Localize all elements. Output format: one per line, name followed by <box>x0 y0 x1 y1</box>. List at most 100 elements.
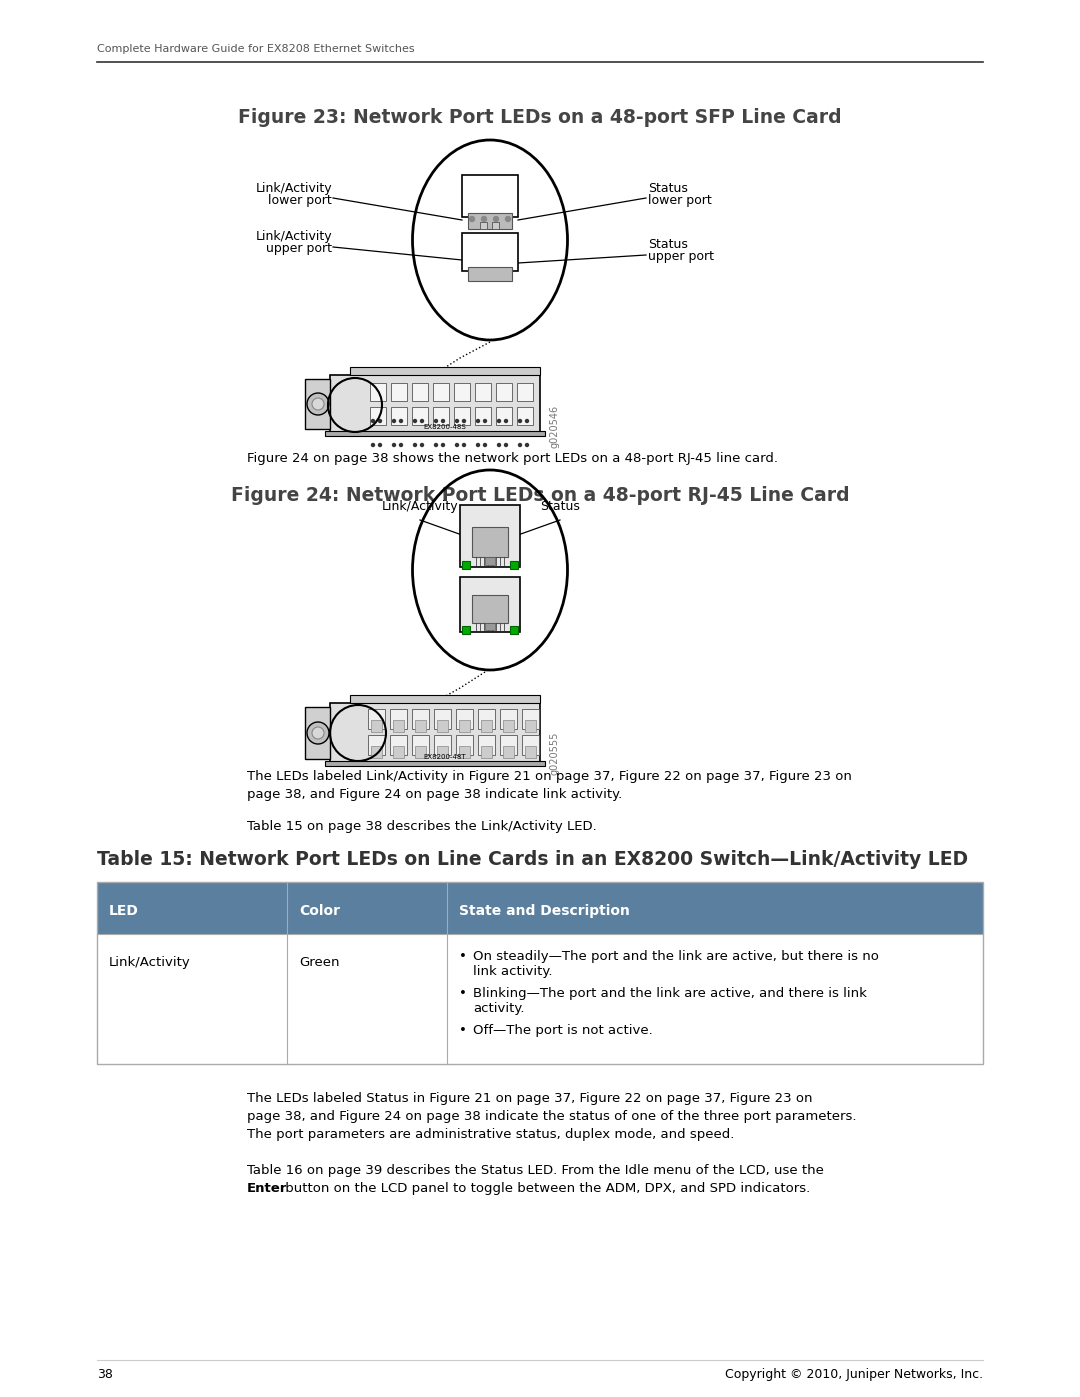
Circle shape <box>307 722 329 745</box>
FancyBboxPatch shape <box>411 735 429 754</box>
FancyBboxPatch shape <box>330 703 540 763</box>
Circle shape <box>462 419 465 422</box>
Circle shape <box>378 419 381 422</box>
FancyBboxPatch shape <box>370 407 386 425</box>
FancyBboxPatch shape <box>97 882 983 935</box>
Circle shape <box>504 443 508 447</box>
Text: g020555: g020555 <box>550 732 561 775</box>
Text: Link/Activity: Link/Activity <box>255 182 332 196</box>
FancyBboxPatch shape <box>492 222 499 229</box>
FancyBboxPatch shape <box>475 383 491 401</box>
Text: EX8200-48T: EX8200-48T <box>423 754 467 760</box>
Text: lower port: lower port <box>268 194 332 207</box>
FancyBboxPatch shape <box>503 746 514 759</box>
Circle shape <box>504 419 508 422</box>
FancyBboxPatch shape <box>500 735 517 754</box>
Text: Figure 24: Network Port LEDs on a 48-port RJ-45 Line Card: Figure 24: Network Port LEDs on a 48-por… <box>231 486 849 504</box>
FancyBboxPatch shape <box>460 504 519 567</box>
Circle shape <box>420 419 423 422</box>
Text: lower port: lower port <box>648 194 712 207</box>
FancyBboxPatch shape <box>390 710 407 729</box>
Text: •: • <box>459 1024 467 1037</box>
FancyBboxPatch shape <box>500 710 517 729</box>
Circle shape <box>518 443 522 447</box>
FancyBboxPatch shape <box>480 222 487 229</box>
Circle shape <box>434 419 437 422</box>
FancyBboxPatch shape <box>411 710 429 729</box>
Text: button on the LCD panel to toggle between the ADM, DPX, and SPD indicators.: button on the LCD panel to toggle betwee… <box>281 1182 810 1194</box>
Text: Status: Status <box>540 500 580 513</box>
Text: State and Description: State and Description <box>459 904 630 918</box>
Circle shape <box>456 419 459 422</box>
FancyBboxPatch shape <box>437 719 448 732</box>
Text: activity.: activity. <box>473 1002 525 1016</box>
Circle shape <box>498 419 500 422</box>
Circle shape <box>442 443 445 447</box>
FancyBboxPatch shape <box>462 562 470 569</box>
Text: Blinking—The port and the link are active, and there is link: Blinking—The port and the link are activ… <box>473 988 867 1000</box>
Circle shape <box>312 398 324 409</box>
FancyBboxPatch shape <box>460 577 519 631</box>
Text: •: • <box>459 988 467 1000</box>
FancyBboxPatch shape <box>510 562 518 569</box>
FancyBboxPatch shape <box>391 407 407 425</box>
Circle shape <box>456 443 459 447</box>
FancyBboxPatch shape <box>459 719 470 732</box>
FancyBboxPatch shape <box>517 407 534 425</box>
FancyBboxPatch shape <box>475 407 491 425</box>
FancyBboxPatch shape <box>472 595 508 623</box>
FancyBboxPatch shape <box>462 626 470 634</box>
Text: Link/Activity: Link/Activity <box>381 500 458 513</box>
Text: The LEDs labeled Link/Activity in Figure 21 on page 37, Figure 22 on page 37, Fi: The LEDs labeled Link/Activity in Figure… <box>247 770 852 782</box>
FancyBboxPatch shape <box>325 761 545 766</box>
Text: EX8200-48S: EX8200-48S <box>423 425 467 430</box>
Text: Complete Hardware Guide for EX8208 Ethernet Switches: Complete Hardware Guide for EX8208 Ether… <box>97 43 415 54</box>
Circle shape <box>526 419 528 422</box>
FancyBboxPatch shape <box>350 367 540 374</box>
FancyBboxPatch shape <box>433 407 449 425</box>
FancyBboxPatch shape <box>472 527 508 557</box>
Circle shape <box>476 419 480 422</box>
Circle shape <box>312 726 324 739</box>
FancyBboxPatch shape <box>496 383 512 401</box>
FancyBboxPatch shape <box>454 407 470 425</box>
Circle shape <box>414 419 417 422</box>
FancyBboxPatch shape <box>305 379 330 429</box>
FancyBboxPatch shape <box>437 746 448 759</box>
Circle shape <box>414 443 417 447</box>
Circle shape <box>372 419 375 422</box>
FancyBboxPatch shape <box>390 735 407 754</box>
Circle shape <box>378 443 381 447</box>
FancyBboxPatch shape <box>330 374 540 433</box>
Text: g020546: g020546 <box>550 405 561 448</box>
Text: On steadily—The port and the link are active, but there is no: On steadily—The port and the link are ac… <box>473 950 879 963</box>
FancyBboxPatch shape <box>456 735 473 754</box>
Text: The LEDs labeled Status in Figure 21 on page 37, Figure 22 on page 37, Figure 23: The LEDs labeled Status in Figure 21 on … <box>247 1092 812 1105</box>
Text: Copyright © 2010, Juniper Networks, Inc.: Copyright © 2010, Juniper Networks, Inc. <box>725 1368 983 1382</box>
FancyBboxPatch shape <box>391 383 407 401</box>
Circle shape <box>420 443 423 447</box>
Circle shape <box>462 443 465 447</box>
Circle shape <box>494 217 499 222</box>
Circle shape <box>498 443 500 447</box>
FancyBboxPatch shape <box>522 710 539 729</box>
Text: 38: 38 <box>97 1368 113 1382</box>
Circle shape <box>526 443 528 447</box>
FancyBboxPatch shape <box>481 719 492 732</box>
Circle shape <box>372 443 375 447</box>
FancyBboxPatch shape <box>415 746 426 759</box>
Circle shape <box>484 419 486 422</box>
Text: Green: Green <box>299 956 339 970</box>
FancyBboxPatch shape <box>462 175 518 217</box>
Text: Enter: Enter <box>247 1182 287 1194</box>
Circle shape <box>470 217 474 222</box>
Text: upper port: upper port <box>266 242 332 256</box>
Circle shape <box>307 393 329 415</box>
Text: Color: Color <box>299 904 340 918</box>
Circle shape <box>392 443 395 447</box>
Text: page 38, and Figure 24 on page 38 indicate the status of one of the three port p: page 38, and Figure 24 on page 38 indica… <box>247 1111 856 1123</box>
Text: •: • <box>459 950 467 963</box>
FancyBboxPatch shape <box>496 407 512 425</box>
Text: Link/Activity: Link/Activity <box>255 231 332 243</box>
FancyBboxPatch shape <box>478 710 495 729</box>
